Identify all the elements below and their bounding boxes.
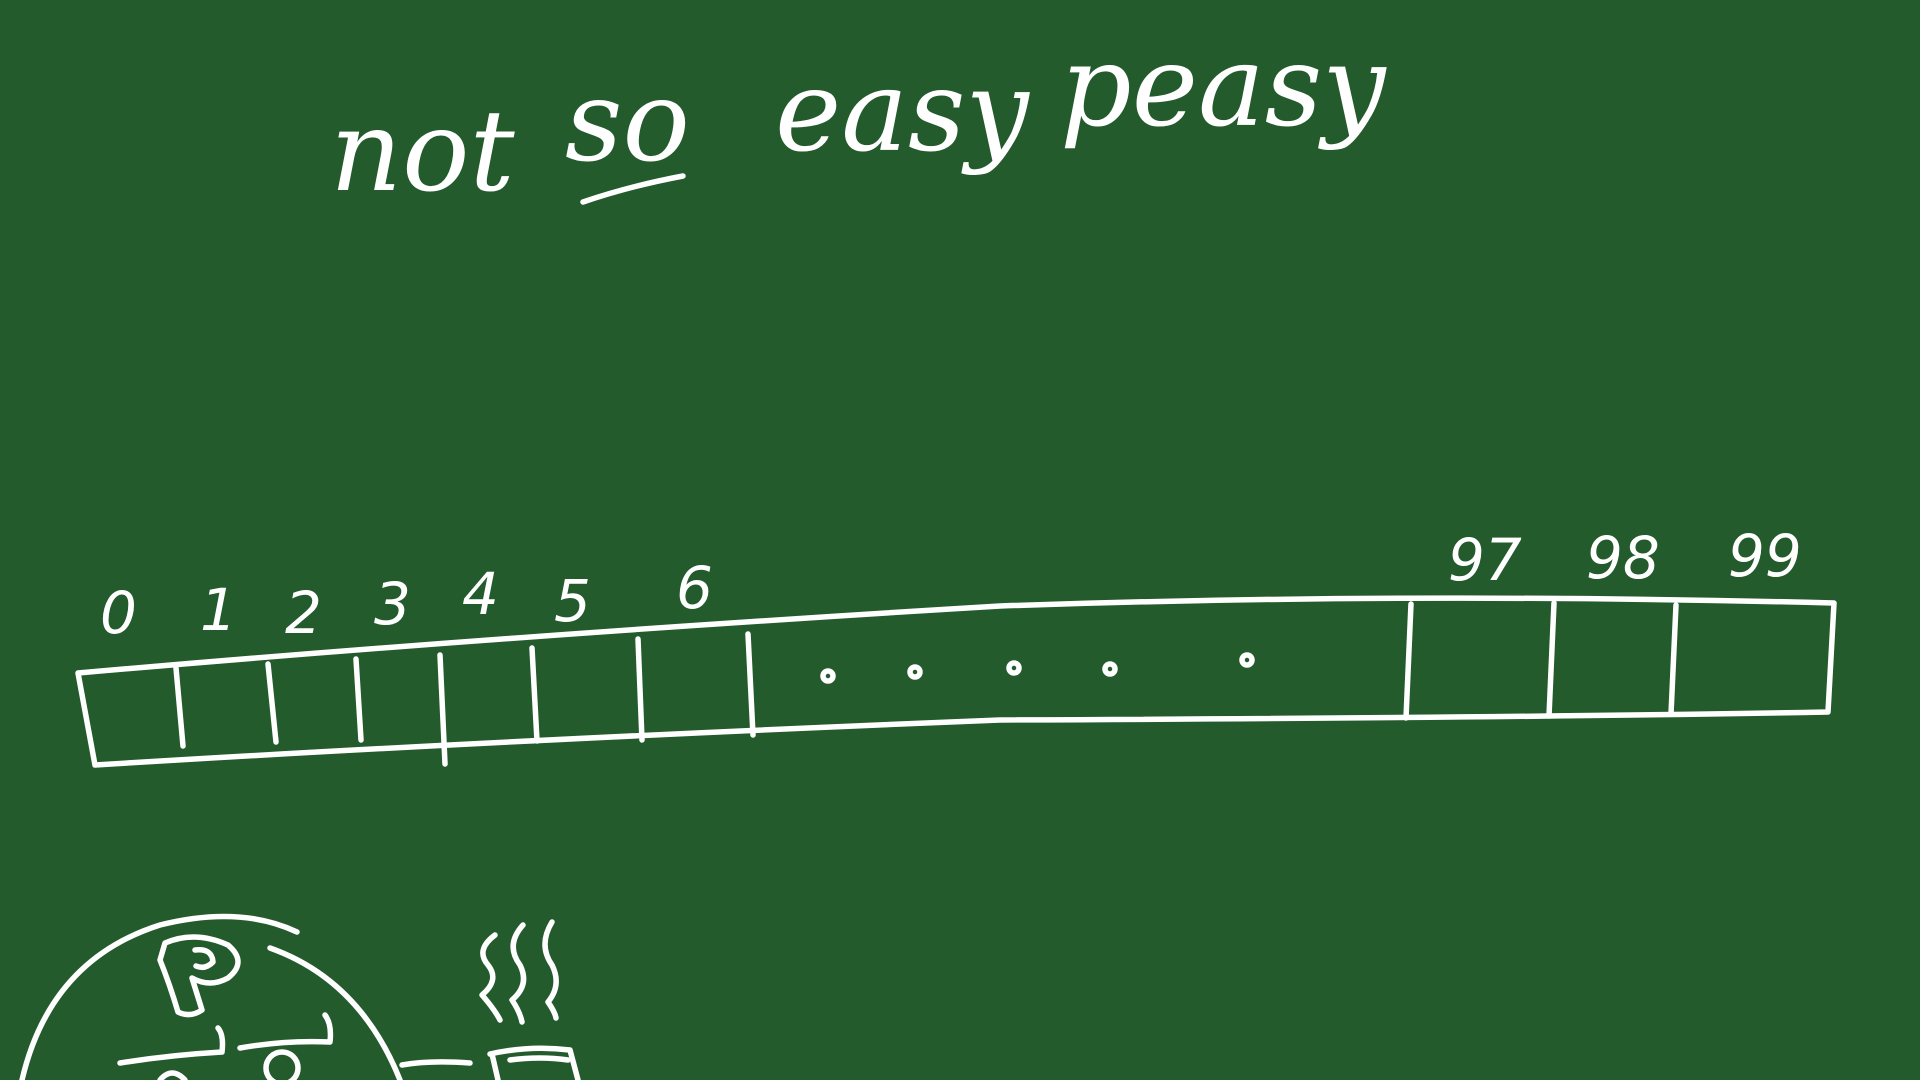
title-word-3: easy	[775, 47, 1031, 177]
cell-dividers-left	[173, 631, 756, 767]
index-label: 3	[374, 570, 411, 638]
steaming-cup	[399, 919, 581, 1080]
index-label: 4	[462, 560, 499, 628]
pig-character-icon	[19, 913, 403, 1080]
index-label: 99	[1728, 522, 1802, 590]
index-labels: 0 1 2 3 4 5 6 97 98 99	[100, 522, 1802, 647]
array-strip	[75, 595, 1837, 768]
index-label: 6	[676, 554, 713, 622]
title-word-2: so	[565, 57, 690, 187]
index-label: 98	[1586, 524, 1660, 592]
badge-p-icon	[157, 934, 241, 1018]
index-label: 1	[200, 576, 237, 644]
array-outline	[75, 595, 1837, 768]
index-label: 0	[100, 579, 137, 647]
title-word-4: peasy	[1060, 22, 1387, 152]
cup-icon	[487, 1045, 581, 1080]
title: not so easy peasy	[330, 22, 1387, 217]
cell-dividers-right	[1403, 600, 1679, 721]
steam-icon	[479, 932, 503, 1023]
index-label: 97	[1448, 526, 1522, 594]
title-underline	[580, 173, 686, 205]
index-label: 5	[554, 567, 591, 635]
ellipsis	[820, 652, 1255, 684]
title-word-1: not	[330, 87, 516, 217]
index-label: 2	[285, 579, 322, 647]
